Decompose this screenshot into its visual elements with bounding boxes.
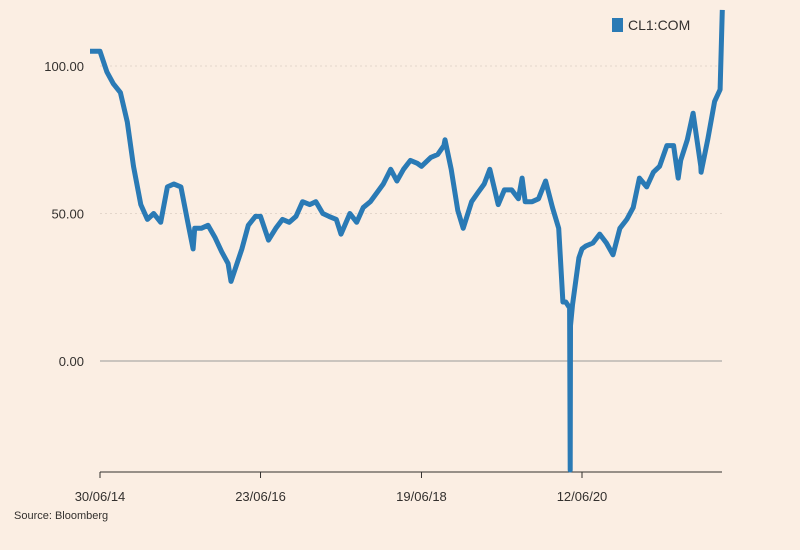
legend-label: CL1:COM xyxy=(628,17,690,33)
grid-lines xyxy=(100,65,722,362)
tick-labels: 0.00 50.00 100.00 30/06/14 23/06/16 19/06/18 1… xyxy=(44,59,607,504)
x-tick-label: 30/06/14 xyxy=(75,489,126,504)
x-tick-label: 19/06/18 xyxy=(396,489,447,504)
series-layer xyxy=(90,9,725,473)
y-tick-label: 50.00 xyxy=(51,207,84,222)
axes xyxy=(99,471,722,478)
legend: CL1:COM xyxy=(612,17,690,33)
x-tick-label: 23/06/16 xyxy=(235,489,286,504)
source-note: Source: Bloomberg xyxy=(14,510,109,522)
legend-swatch xyxy=(612,18,623,32)
y-tick-label: 0.00 xyxy=(59,354,84,369)
x-tick-label: 12/06/20 xyxy=(557,489,608,504)
y-tick-label: 100.00 xyxy=(44,59,84,74)
series-line-CL1-COM xyxy=(90,9,725,473)
